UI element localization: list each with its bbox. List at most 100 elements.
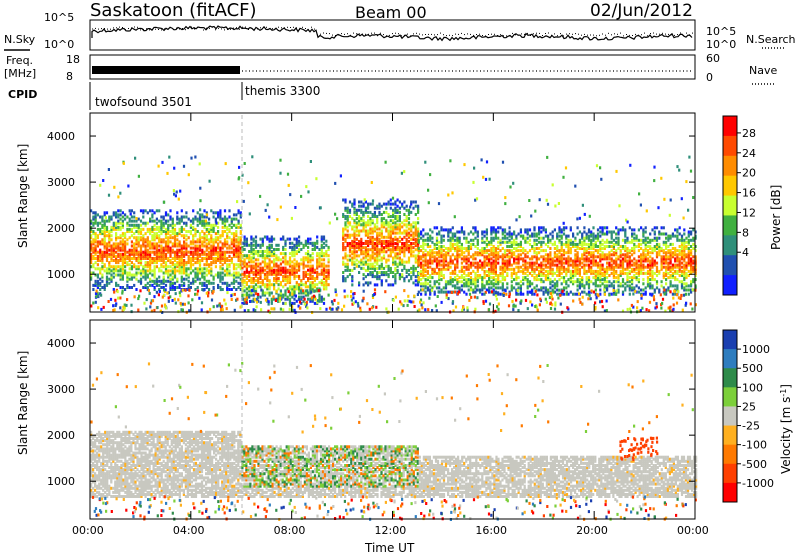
- heatmap-cell: [180, 261, 183, 265]
- heatmap-cell: [210, 246, 213, 250]
- heatmap-cell: [266, 248, 269, 251]
- heatmap-cell: [313, 270, 316, 274]
- heatmap-cell: [501, 267, 504, 271]
- nsearch-point: [503, 35, 504, 37]
- heatmap-cell: [355, 262, 358, 266]
- heatmap-cell: [376, 242, 379, 245]
- heatmap-cell: [205, 230, 208, 233]
- heatmap-cell: [394, 235, 397, 239]
- heatmap-cell: [479, 274, 482, 277]
- heatmap-cell: [617, 238, 620, 242]
- heatmap-cell: [535, 242, 538, 246]
- heatmap-cell: [476, 276, 479, 280]
- heatmap-cell: [581, 232, 584, 236]
- heatmap-cell: [572, 282, 575, 286]
- heatmap-cell: [640, 255, 643, 259]
- heatmap-cell: [192, 252, 195, 256]
- heatmap-cell: [158, 225, 161, 229]
- heatmap-cell: [451, 247, 454, 250]
- heatmap-cell: [367, 248, 370, 252]
- heatmap-cell: [153, 246, 156, 250]
- heatmap-cell: [239, 277, 242, 281]
- heatmap-cell: [603, 245, 606, 248]
- heatmap-cell: [254, 283, 258, 287]
- heatmap-cell: [245, 264, 248, 268]
- heatmap-cell: [612, 286, 615, 290]
- heatmap-cell: [164, 252, 168, 256]
- heatmap-cell: [615, 276, 618, 280]
- heatmap-cell: [583, 286, 586, 290]
- heatmap-cell: [494, 236, 497, 240]
- heatmap-cell: [535, 274, 538, 277]
- heatmap-cell: [105, 281, 109, 285]
- heatmap-cell: [214, 240, 217, 244]
- heatmap-cell: [101, 254, 104, 258]
- nsearch-point: [215, 29, 216, 31]
- heatmap-cell: [208, 221, 211, 225]
- heatmap-cell: [544, 234, 547, 238]
- heatmap-cell: [110, 244, 113, 248]
- heatmap-cell: [210, 257, 213, 260]
- heatmap-cell: [567, 278, 570, 282]
- heatmap-cell: [282, 293, 285, 297]
- heatmap-cell: [417, 206, 420, 210]
- heatmap-cell: [547, 236, 550, 240]
- heatmap-cell: [414, 248, 417, 252]
- heatmap-cell: [503, 259, 507, 263]
- heatmap-cell: [467, 282, 470, 286]
- heatmap-cell: [474, 271, 477, 275]
- heatmap-cell: [221, 244, 224, 248]
- heatmap-cell: [96, 283, 99, 287]
- heatmap-cell: [126, 242, 129, 246]
- heatmap-cell: [103, 221, 106, 225]
- heatmap-cell: [115, 211, 118, 215]
- nsearch-point: [524, 33, 525, 35]
- heatmap-cell: [235, 263, 238, 267]
- heatmap-cell: [587, 257, 591, 261]
- heatmap-cell: [124, 269, 127, 273]
- heatmap-cell: [454, 247, 457, 250]
- heatmap-cell: [210, 263, 213, 267]
- heatmap-cell: [451, 253, 454, 257]
- nsearch-point: [233, 27, 234, 29]
- heatmap-cell: [293, 274, 296, 278]
- heatmap-cell: [99, 267, 102, 271]
- heatmap-cell: [567, 251, 570, 255]
- heatmap-cell: [183, 242, 186, 246]
- heatmap-cell: [282, 277, 285, 280]
- heatmap-cell: [522, 271, 525, 275]
- nsearch-point: [485, 35, 486, 37]
- heatmap-cell: [619, 251, 622, 255]
- heatmap-cell: [208, 238, 211, 242]
- heatmap-cell: [235, 254, 238, 258]
- heatmap-cell: [619, 261, 622, 265]
- heatmap-cell: [169, 252, 172, 256]
- heatmap-cell: [526, 290, 529, 294]
- heatmap-cell: [637, 286, 640, 290]
- heatmap-cell: [398, 275, 401, 279]
- heatmap-cell: [103, 230, 106, 233]
- heatmap-cell: [295, 252, 298, 256]
- heatmap-cell: [311, 283, 314, 287]
- heatmap-cell: [101, 279, 104, 283]
- heatmap-cell: [431, 251, 434, 255]
- heatmap-cell: [621, 278, 625, 282]
- heatmap-cell: [460, 257, 463, 261]
- heatmap-cell: [398, 246, 401, 250]
- heatmap-cell: [263, 250, 267, 253]
- heatmap-cell: [358, 233, 361, 237]
- heatmap-cell: [208, 288, 211, 291]
- heatmap-cell: [583, 263, 586, 267]
- heatmap-cell: [405, 248, 408, 252]
- heatmap-cell: [556, 253, 559, 257]
- heatmap-cell: [490, 286, 493, 290]
- heatmap-cell: [243, 248, 246, 251]
- heatmap-cell: [385, 202, 388, 206]
- heatmap-cell: [133, 219, 136, 223]
- heatmap-cell: [344, 277, 347, 281]
- heatmap-cell: [146, 252, 149, 256]
- heatmap-cell: [519, 234, 522, 238]
- heatmap-cell: [250, 235, 253, 239]
- heatmap-cell: [121, 248, 124, 252]
- heatmap-cell: [435, 226, 439, 230]
